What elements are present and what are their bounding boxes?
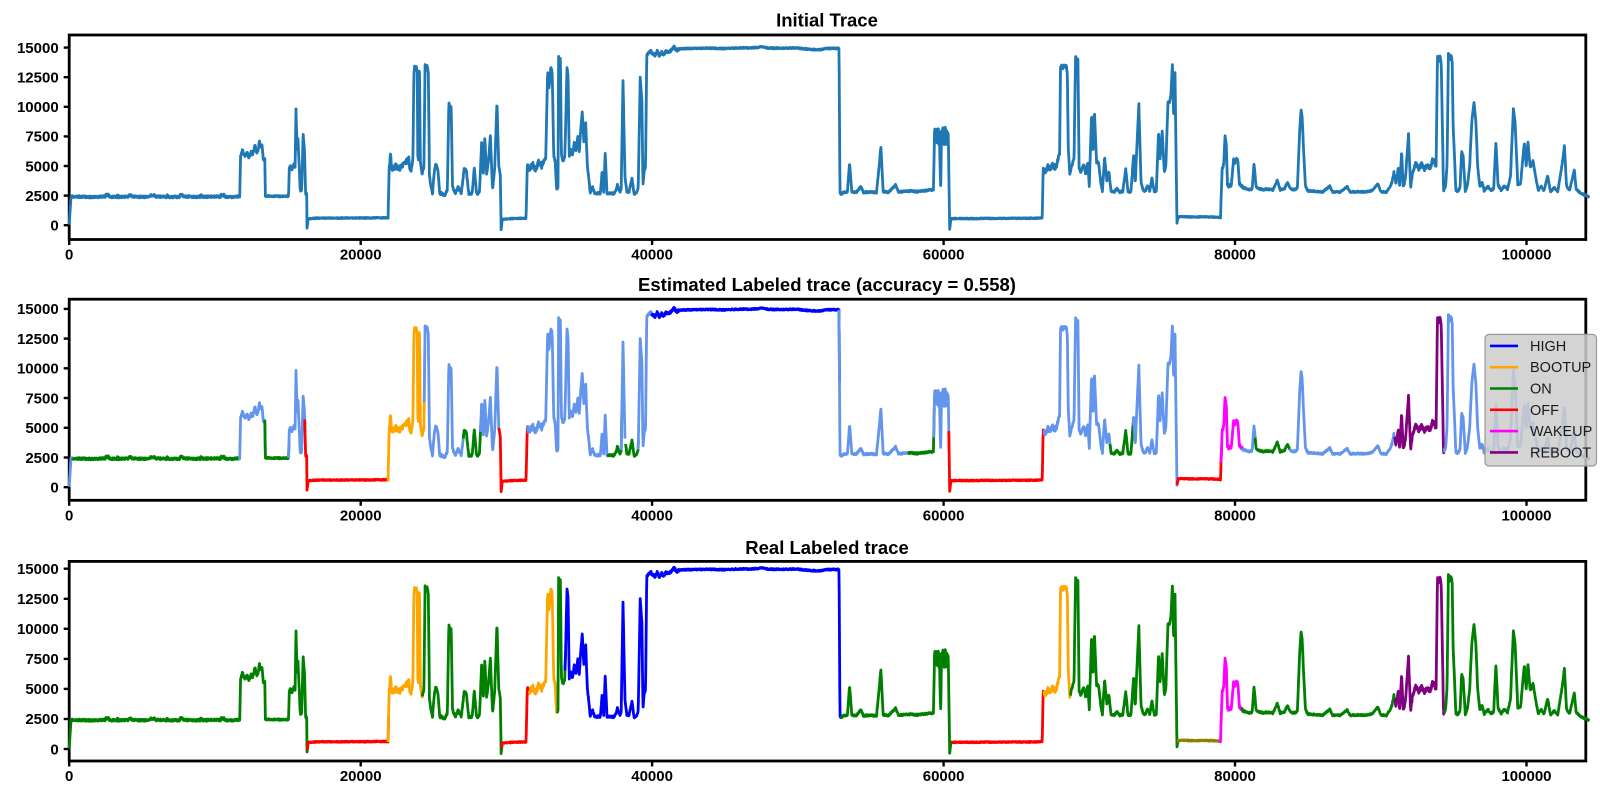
svg-text:10000: 10000 <box>17 361 59 378</box>
svg-text:40000: 40000 <box>631 247 673 264</box>
svg-text:20000: 20000 <box>340 247 382 264</box>
svg-text:20000: 20000 <box>340 768 382 785</box>
svg-text:40000: 40000 <box>631 507 673 524</box>
svg-text:12500: 12500 <box>17 70 59 87</box>
svg-text:100000: 100000 <box>1501 247 1551 264</box>
svg-text:5000: 5000 <box>25 681 58 698</box>
svg-text:0: 0 <box>50 218 58 235</box>
svg-text:5000: 5000 <box>25 420 58 437</box>
svg-text:0: 0 <box>65 507 73 524</box>
svg-text:15000: 15000 <box>17 40 59 57</box>
svg-text:Real Labeled trace: Real Labeled trace <box>745 537 909 558</box>
svg-text:12500: 12500 <box>17 591 59 608</box>
svg-text:HIGH: HIGH <box>1530 339 1566 355</box>
svg-text:20000: 20000 <box>340 507 382 524</box>
svg-text:0: 0 <box>65 247 73 264</box>
svg-text:80000: 80000 <box>1214 507 1256 524</box>
svg-text:10000: 10000 <box>17 621 59 638</box>
svg-text:80000: 80000 <box>1214 247 1256 264</box>
svg-text:5000: 5000 <box>25 158 58 175</box>
svg-text:Estimated Labeled trace (accur: Estimated Labeled trace (accuracy = 0.55… <box>638 274 1016 295</box>
svg-text:2500: 2500 <box>25 450 58 467</box>
svg-text:60000: 60000 <box>923 507 965 524</box>
svg-text:REBOOT: REBOOT <box>1530 445 1591 461</box>
svg-text:0: 0 <box>50 741 58 758</box>
svg-text:7500: 7500 <box>25 390 58 407</box>
svg-text:40000: 40000 <box>631 768 673 785</box>
svg-text:100000: 100000 <box>1501 768 1551 785</box>
svg-text:15000: 15000 <box>17 561 59 578</box>
svg-text:10000: 10000 <box>17 99 59 116</box>
svg-text:60000: 60000 <box>923 247 965 264</box>
svg-text:WAKEUP: WAKEUP <box>1530 424 1592 440</box>
svg-text:0: 0 <box>65 768 73 785</box>
svg-text:2500: 2500 <box>25 711 58 728</box>
svg-text:0: 0 <box>50 480 58 497</box>
svg-text:OFF: OFF <box>1530 403 1559 419</box>
svg-text:7500: 7500 <box>25 129 58 146</box>
svg-text:15000: 15000 <box>17 301 59 318</box>
svg-text:100000: 100000 <box>1501 507 1551 524</box>
svg-text:60000: 60000 <box>923 768 965 785</box>
svg-text:80000: 80000 <box>1214 768 1256 785</box>
svg-text:2500: 2500 <box>25 188 58 205</box>
svg-text:7500: 7500 <box>25 651 58 668</box>
svg-text:Initial Trace: Initial Trace <box>776 10 878 31</box>
svg-text:BOOTUP: BOOTUP <box>1530 360 1591 376</box>
svg-text:ON: ON <box>1530 382 1552 398</box>
svg-text:12500: 12500 <box>17 331 59 348</box>
